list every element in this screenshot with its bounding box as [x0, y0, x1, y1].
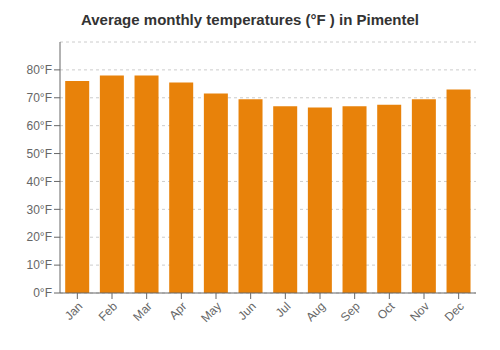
svg-text:30°F: 30°F — [27, 203, 52, 217]
svg-text:Sep: Sep — [338, 299, 363, 324]
svg-text:70°F: 70°F — [27, 91, 52, 105]
svg-text:Feb: Feb — [96, 299, 121, 324]
svg-text:Jun: Jun — [235, 299, 259, 323]
svg-text:Apr: Apr — [166, 299, 189, 322]
svg-text:May: May — [198, 299, 224, 325]
svg-text:20°F: 20°F — [27, 230, 52, 244]
html-text:Average monthly temperatures (: Average monthly temperatures (°F ) in Pi… — [81, 11, 419, 28]
svg-text:Aug: Aug — [303, 299, 328, 324]
svg-text:Oct: Oct — [374, 299, 398, 323]
svg-text:10°F: 10°F — [27, 258, 52, 272]
svg-text:Jan: Jan — [62, 299, 86, 323]
svg-text:0°F: 0°F — [33, 286, 52, 300]
svg-text:60°F: 60°F — [27, 119, 52, 133]
svg-text:80°F: 80°F — [27, 63, 52, 77]
svg-text:40°F: 40°F — [27, 175, 52, 189]
svg-text:Mar: Mar — [130, 299, 155, 324]
svg-text:Jul: Jul — [273, 299, 294, 320]
svg-text:Nov: Nov — [407, 299, 432, 324]
svg-text:50°F: 50°F — [27, 147, 52, 161]
svg-text:Dec: Dec — [442, 299, 467, 324]
